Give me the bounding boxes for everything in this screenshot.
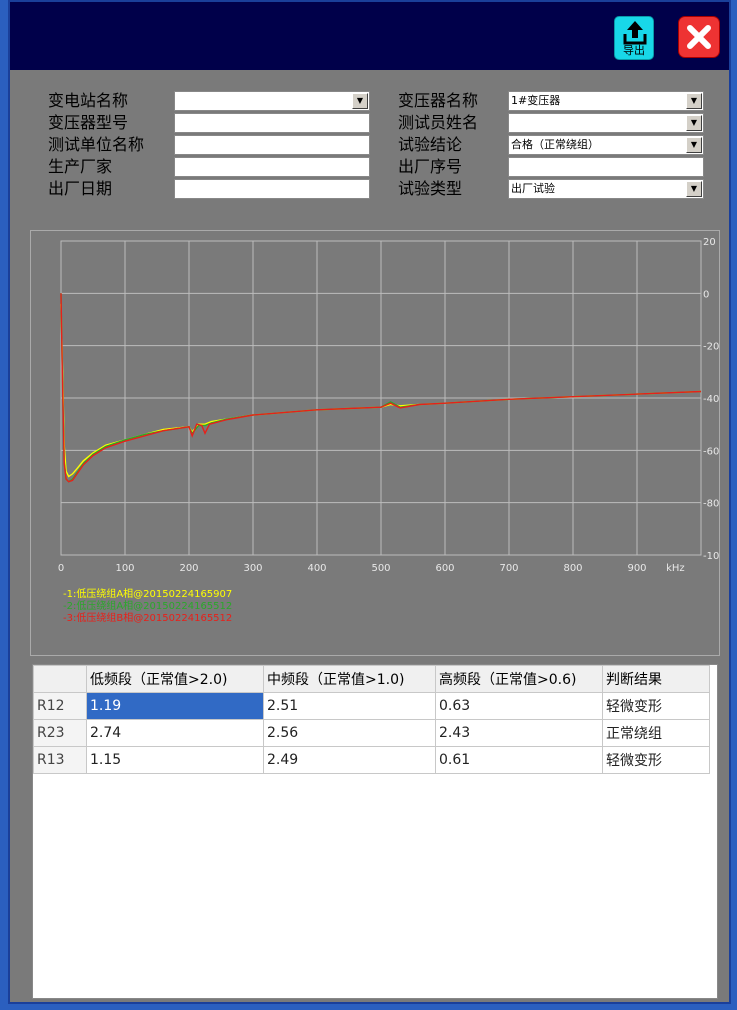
table-row[interactable]: R23 2.74 2.56 2.43 正常绕组	[33, 719, 710, 747]
export-button[interactable]: 导出	[614, 16, 654, 60]
x-tick-label: 900	[627, 563, 646, 574]
chevron-down-icon[interactable]: ▼	[686, 115, 702, 131]
x-tick-label: 400	[307, 563, 326, 574]
table-row[interactable]: R12 1.19 2.51 0.63 轻微变形	[33, 692, 710, 720]
chevron-down-icon[interactable]: ▼	[686, 93, 702, 109]
test-type-select[interactable]: 出厂试验 ▼	[508, 179, 704, 199]
row-header: R12	[33, 692, 87, 720]
legend-entry: -2:低压绕组A相@20150224165512	[63, 599, 232, 612]
column-header-mid-band[interactable]: 中频段（正常值>1.0)	[263, 665, 436, 693]
test-unit-name-field[interactable]	[174, 135, 370, 155]
label-test-type: 试验类型	[398, 179, 463, 198]
table-cell[interactable]: 0.61	[435, 746, 603, 774]
transformer-name-select[interactable]: 1#变压器 ▼	[508, 91, 704, 111]
x-tick-label: 0	[58, 563, 64, 574]
y-tick-label: -20	[703, 342, 719, 353]
y-tick-label: -100	[703, 551, 719, 562]
test-type-value: 出厂试验	[511, 182, 555, 195]
label-substation-name: 变电站名称	[48, 91, 129, 110]
table-cell[interactable]: 2.51	[263, 692, 436, 720]
test-conclusion-select[interactable]: 合格（正常绕组） ▼	[508, 135, 704, 155]
x-tick-label: 300	[243, 563, 262, 574]
row-header: R23	[33, 719, 87, 747]
y-tick-label: 20	[703, 237, 716, 248]
info-form: 变电站名称 ▼ 变压器型号 测试单位名称 生产厂家 出厂日期 变压器名称 1#变…	[28, 84, 718, 222]
close-icon	[687, 25, 711, 49]
title-bar: 导出	[10, 2, 729, 70]
table-cell[interactable]: 2.56	[263, 719, 436, 747]
x-unit-label: kHz	[666, 563, 685, 574]
manufacture-date-field[interactable]	[174, 179, 370, 199]
table-cell[interactable]: 0.63	[435, 692, 603, 720]
x-tick-label: 500	[371, 563, 390, 574]
table-cell[interactable]: 正常绕组	[602, 719, 710, 747]
table-row[interactable]: R13 1.15 2.49 0.61 轻微变形	[33, 746, 710, 774]
x-tick-label: 100	[115, 563, 134, 574]
frequency-response-chart: 0 100 200 300 400 500 600 700 800 900 kHz 20 0 -20 -40…	[30, 230, 726, 656]
label-transformer-name: 变压器名称	[398, 91, 479, 110]
x-tick-label: 700	[499, 563, 518, 574]
row-header: R13	[33, 746, 87, 774]
column-header-low-band[interactable]: 低频段（正常值>2.0)	[86, 665, 264, 693]
label-test-unit-name: 测试单位名称	[48, 135, 145, 154]
chart-svg: 0 100 200 300 400 500 600 700 800 900 kHz200-20-40…	[58, 237, 726, 624]
table-cell[interactable]: 轻微变形	[602, 746, 710, 774]
results-table: 低频段（正常值>2.0) 中频段（正常值>1.0) 高频段（正常值>0.6) 判…	[33, 665, 710, 774]
manufacturer-field[interactable]	[174, 157, 370, 177]
label-serial-number: 出厂序号	[398, 157, 463, 176]
table-header-row: 低频段（正常值>2.0) 中频段（正常值>1.0) 高频段（正常值>0.6) 判…	[33, 665, 710, 693]
label-transformer-model: 变压器型号	[48, 113, 129, 132]
table-cell[interactable]: 轻微变形	[602, 692, 710, 720]
transformer-model-field[interactable]	[174, 113, 370, 133]
legend-entry: -1:低压绕组A相@20150224165907	[63, 587, 232, 600]
series-line	[60, 293, 702, 483]
tester-name-select[interactable]: ▼	[508, 113, 704, 133]
substation-name-select[interactable]: ▼	[174, 91, 370, 111]
label-tester-name: 测试员姓名	[398, 113, 479, 132]
chevron-down-icon[interactable]: ▼	[686, 181, 702, 197]
upload-icon	[623, 21, 647, 45]
x-tick-label: 600	[435, 563, 454, 574]
test-conclusion-value: 合格（正常绕组）	[511, 138, 599, 151]
serial-number-field[interactable]	[508, 157, 704, 177]
export-label: 导出	[623, 44, 645, 57]
label-manufacturer: 生产厂家	[48, 157, 113, 176]
table-cell[interactable]: 2.74	[86, 719, 264, 747]
column-header-judgement[interactable]: 判断结果	[602, 665, 710, 693]
column-header-high-band[interactable]: 高频段（正常值>0.6)	[435, 665, 603, 693]
y-tick-label: -60	[703, 446, 719, 457]
table-cell[interactable]: 2.43	[435, 719, 603, 747]
chevron-down-icon[interactable]: ▼	[352, 93, 368, 109]
chevron-down-icon[interactable]: ▼	[686, 137, 702, 153]
column-header-blank	[33, 665, 87, 693]
close-button[interactable]	[678, 16, 720, 58]
table-cell[interactable]: 2.49	[263, 746, 436, 774]
results-table-panel: 低频段（正常值>2.0) 中频段（正常值>1.0) 高频段（正常值>0.6) 判…	[32, 664, 718, 999]
x-tick-label: 200	[179, 563, 198, 574]
label-test-conclusion: 试验结论	[398, 135, 463, 154]
y-tick-label: -80	[703, 499, 719, 510]
y-tick-label: 0	[703, 289, 709, 300]
x-tick-label: 800	[563, 563, 582, 574]
legend-entry: -3:低压绕组B相@20150224165512	[63, 611, 232, 624]
label-manufacture-date: 出厂日期	[48, 179, 113, 198]
table-cell[interactable]: 1.19	[86, 692, 264, 720]
table-cell[interactable]: 1.15	[86, 746, 264, 774]
main-window: 导出 变电站名称 ▼ 变压器型号 测试单位名称 生产厂家 出厂日期 变压器名称 …	[8, 0, 731, 1004]
transformer-name-value: 1#变压器	[511, 94, 561, 107]
y-tick-label: -40	[703, 394, 719, 405]
